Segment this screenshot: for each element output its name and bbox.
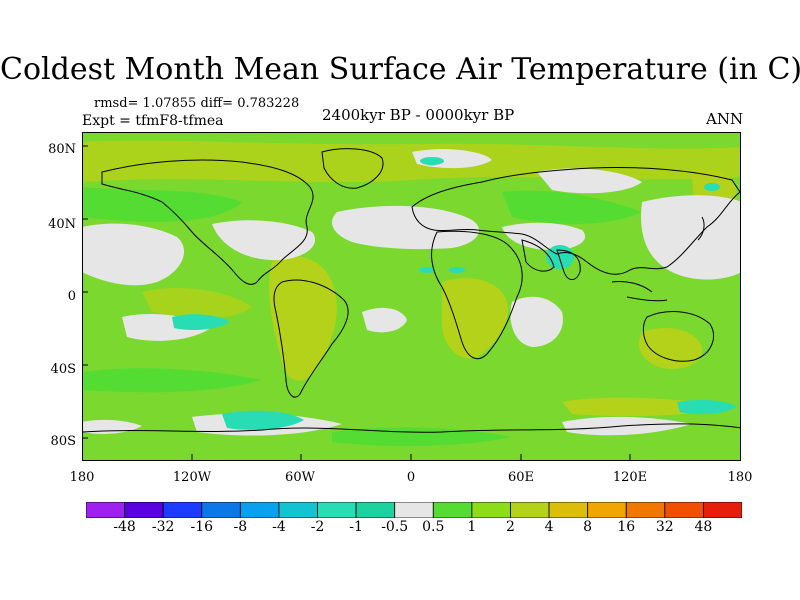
colorbar-label: 32 (655, 519, 674, 535)
colorbar-swatch (548, 502, 589, 518)
colorbar-swatch (587, 502, 627, 518)
coastline-south-america (273, 279, 349, 398)
colorbar-swatch (471, 502, 511, 518)
colorbar-swatch (124, 502, 164, 518)
lon-label-60w: 60W (285, 470, 315, 485)
axis-ticks (82, 145, 631, 460)
colorbar-swatch (162, 502, 203, 518)
lat-label-80n: 80N (48, 142, 76, 157)
coastline-se-asia (611, 281, 668, 302)
colorbar-label: 4 (544, 519, 554, 535)
colorbar-label: 0.5 (422, 519, 445, 535)
colorbar-swatch (239, 502, 280, 518)
colorbar-swatch (86, 502, 125, 518)
colorbar-label: 48 (694, 519, 713, 535)
colorbar-label: -16 (190, 519, 214, 535)
colorbar-label: 16 (617, 519, 636, 535)
coastline-japan (697, 216, 705, 241)
cool-anomaly-regions (172, 157, 737, 430)
mild-anomaly-regions (82, 187, 642, 447)
lat-label-0: 0 (67, 289, 76, 304)
colorbar-label: -4 (272, 519, 286, 535)
lon-label-120w: 120W (172, 470, 212, 485)
lon-label-180w: 180 (69, 470, 95, 485)
lon-label-120e: 120E (612, 470, 648, 485)
colorbar-label: 8 (583, 519, 593, 535)
coastline-antarctica (82, 423, 740, 433)
lat-label-80s: 80S (50, 434, 76, 449)
colorbar-label: -0.5 (381, 519, 409, 535)
coastline-australia (642, 311, 714, 362)
coastline-eurasia (411, 167, 740, 275)
colorbar-label: -2 (310, 519, 325, 535)
coastline-arabia (521, 239, 555, 272)
colorbar-swatch (201, 502, 241, 518)
colorbar-label: -1 (349, 519, 363, 535)
experiment-label: Expt = tfmF8-tfmea (82, 113, 224, 129)
colorbar-label: -8 (233, 519, 248, 535)
figure-title: Coldest Month Mean Surface Air Temperatu… (0, 52, 800, 87)
season-label: ANN (706, 110, 744, 128)
colorbar-label: -48 (113, 519, 136, 535)
temperature-map (82, 132, 741, 461)
coastline-greenland (321, 148, 384, 189)
coastline-africa (431, 230, 523, 360)
colorbar-swatch (394, 502, 434, 518)
lon-label-60e: 60E (507, 470, 535, 485)
colorbar-label: 1 (467, 519, 477, 535)
colorbar-label: -32 (151, 519, 175, 535)
lat-label-40s: 40S (50, 362, 76, 377)
coastline-india (556, 249, 581, 280)
colorbar-swatch (664, 502, 704, 518)
colorbar-swatch (625, 502, 666, 518)
colorbar-swatch (510, 502, 550, 518)
period-label: 2400kyr BP - 0000kyr BP (322, 106, 515, 124)
colorbar-swatch (278, 502, 318, 518)
colorbar-swatch (432, 502, 473, 518)
lon-label-0: 0 (406, 470, 416, 485)
colorbar-label: 2 (506, 519, 515, 535)
stats-label: rmsd= 1.07855 diff= 0.783228 (94, 96, 300, 111)
map-frame (82, 132, 741, 461)
colorbar-swatch (355, 502, 396, 518)
lat-label-40n: 40N (48, 217, 76, 232)
lon-label-180e: 180 (727, 470, 753, 485)
colorbar (86, 502, 742, 518)
colorbar-swatch (703, 502, 742, 518)
coastline-north-america (101, 159, 314, 285)
coastlines (82, 148, 740, 433)
colorbar-swatch (317, 502, 357, 518)
